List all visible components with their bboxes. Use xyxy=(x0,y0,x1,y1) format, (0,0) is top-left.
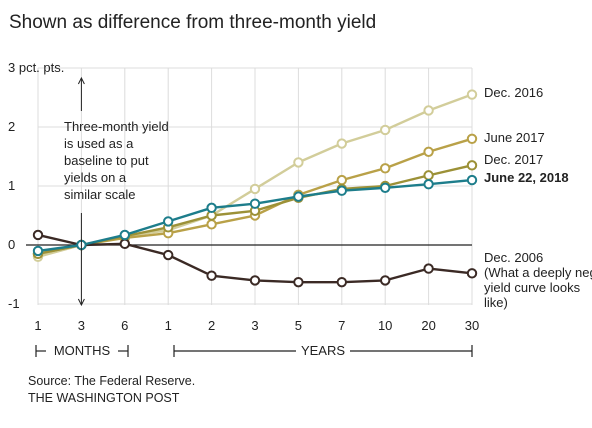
data-point xyxy=(206,270,217,281)
data-point xyxy=(466,133,478,145)
x-group-brackets: MONTHS YEARS xyxy=(35,343,473,358)
data-point xyxy=(380,163,391,174)
x-tick-label: 6 xyxy=(121,318,128,333)
data-point xyxy=(249,275,261,286)
data-point xyxy=(336,185,347,196)
data-point xyxy=(163,249,174,261)
data-point xyxy=(380,275,391,286)
arrow-down-icon xyxy=(77,298,85,307)
data-point xyxy=(119,238,131,250)
data-point xyxy=(163,216,174,227)
data-point xyxy=(293,191,304,202)
x-tick-label: 3 xyxy=(251,318,258,333)
data-point xyxy=(423,146,434,157)
annotation-line: yields on a xyxy=(64,170,127,185)
baseline-annotation: Three-month yield is used as a baseline to… xyxy=(64,76,169,307)
series-note-line: yield curve looks xyxy=(484,280,581,295)
series-labels: Dec. 2016 June 2017 Dec. 2017 June 22, 2018… xyxy=(484,85,592,310)
data-point xyxy=(206,219,217,230)
x-tick-label: 20 xyxy=(421,318,435,333)
data-point xyxy=(423,179,434,190)
credit: THE WASHINGTON POST xyxy=(28,391,180,405)
data-point xyxy=(423,170,434,181)
series-label: Dec. 2006 xyxy=(484,250,543,265)
y-axis: 3 pct. pts. 2 1 0 -1 xyxy=(8,60,64,311)
x-tick-label: 2 xyxy=(208,318,215,333)
chart-title: Shown as difference from three-month yie… xyxy=(9,12,376,33)
y-tick-label: 3 pct. pts. xyxy=(8,60,64,75)
data-point xyxy=(119,229,131,241)
x-tick-label: 1 xyxy=(165,318,172,333)
annotation-line: Three-month yield xyxy=(64,119,169,134)
data-point xyxy=(423,105,434,116)
series-label: June 2017 xyxy=(484,130,545,145)
y-tick-label: 1 xyxy=(8,178,15,193)
source-note: Source: The Federal Reserve. xyxy=(28,374,195,388)
annotation-line: similar scale xyxy=(64,187,136,202)
data-point xyxy=(380,124,391,136)
annotation-line: baseline to put xyxy=(64,153,149,168)
series-label: June 22, 2018 xyxy=(484,170,569,185)
data-point xyxy=(336,276,347,288)
data-point xyxy=(249,183,261,195)
series-label: Dec. 2016 xyxy=(484,85,543,100)
data-point xyxy=(466,268,478,279)
data-point xyxy=(336,174,347,186)
series-lines xyxy=(32,89,478,288)
y-tick-label: 2 xyxy=(8,119,15,134)
data-point xyxy=(466,89,478,100)
x-axis: 1 3 6 1 2 3 5 7 10 20 30 xyxy=(34,318,479,333)
data-point xyxy=(293,157,304,168)
data-point xyxy=(466,174,478,186)
data-point xyxy=(423,263,434,274)
annotation-line: is used as a xyxy=(64,136,134,151)
data-point xyxy=(293,276,304,288)
x-tick-label: 7 xyxy=(338,318,345,333)
x-tick-label: 3 xyxy=(78,318,85,333)
x-tick-label: 10 xyxy=(378,318,392,333)
x-group-label: YEARS xyxy=(301,343,345,358)
data-point xyxy=(249,198,261,209)
data-point xyxy=(32,245,44,257)
series-note-line: like) xyxy=(484,295,508,310)
data-point xyxy=(206,202,217,214)
data-point xyxy=(32,229,44,241)
data-point xyxy=(336,138,347,149)
data-point xyxy=(466,160,478,171)
x-group-label: MONTHS xyxy=(54,343,111,358)
y-tick-label: -1 xyxy=(8,296,20,311)
arrow-up-icon xyxy=(77,76,85,85)
x-tick-label: 5 xyxy=(295,318,302,333)
y-tick-label: 0 xyxy=(8,237,15,252)
x-tick-label: 30 xyxy=(465,318,479,333)
series-note-line: (What a deeply negative xyxy=(484,265,592,280)
series-label: Dec. 2017 xyxy=(484,152,543,167)
data-point xyxy=(380,182,391,193)
x-tick-label: 1 xyxy=(34,318,41,333)
